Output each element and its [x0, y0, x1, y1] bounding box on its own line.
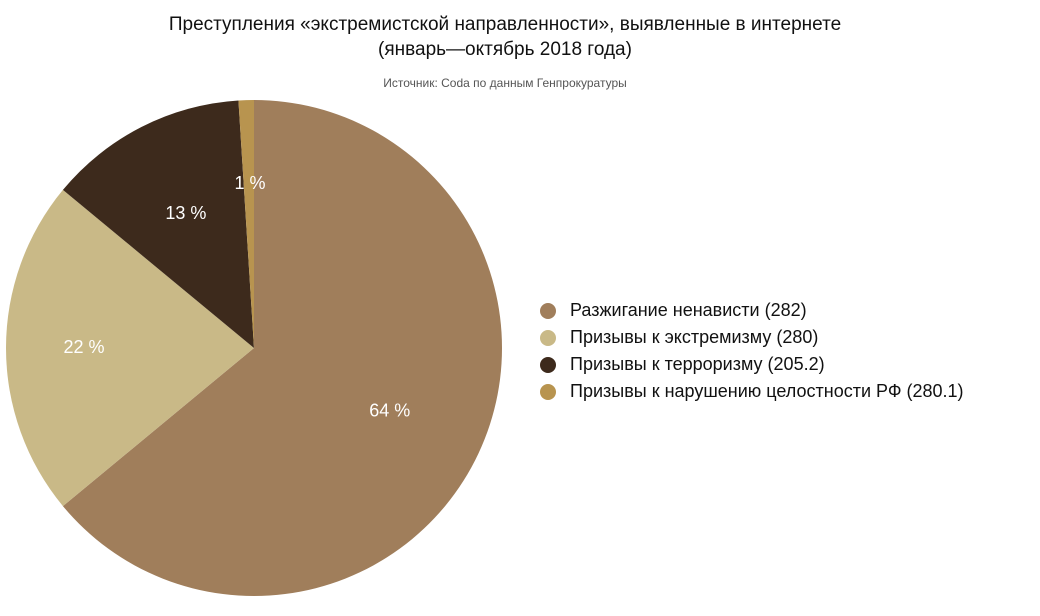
legend-swatch: [540, 329, 556, 346]
pie-data-label: 22 %: [63, 337, 104, 357]
pie-data-label: 64 %: [369, 401, 410, 421]
legend-swatch: [540, 302, 556, 319]
legend-item: Разжигание ненависти (282): [540, 297, 964, 324]
legend-swatch: [540, 356, 556, 373]
pie-slice: [62, 100, 502, 597]
legend-swatch: [540, 383, 556, 400]
chart-title-line-1: Преступления «экстремистской направленно…: [168, 14, 842, 35]
legend-label: Разжигание ненависти (282): [570, 300, 807, 320]
chart-title-line-2: (январь—октябрь 2018 года): [378, 39, 632, 60]
pie-data-label: 1 %: [234, 173, 265, 193]
pie-slice: [5, 189, 255, 507]
legend-item: Призывы к терроризму (205.2): [540, 351, 964, 378]
legend-item: Призывы к экстремизму (280): [540, 324, 964, 351]
legend-label: Призывы к терроризму (205.2): [570, 354, 825, 374]
legend-item: Призывы к нарушению целостности РФ (280.…: [540, 378, 964, 405]
pie-slice: [238, 100, 254, 348]
pie-data-label: 13 %: [165, 203, 206, 223]
pie-slice: [62, 100, 254, 348]
chart-legend: Разжигание ненависти (282) Призывы к экс…: [540, 297, 964, 405]
legend-label: Призывы к нарушению целостности РФ (280.…: [570, 381, 964, 401]
chart-source-note: Источник: Coda по данным Генпрокуратуры: [383, 76, 627, 90]
legend-label: Призывы к экстремизму (280): [570, 327, 819, 347]
